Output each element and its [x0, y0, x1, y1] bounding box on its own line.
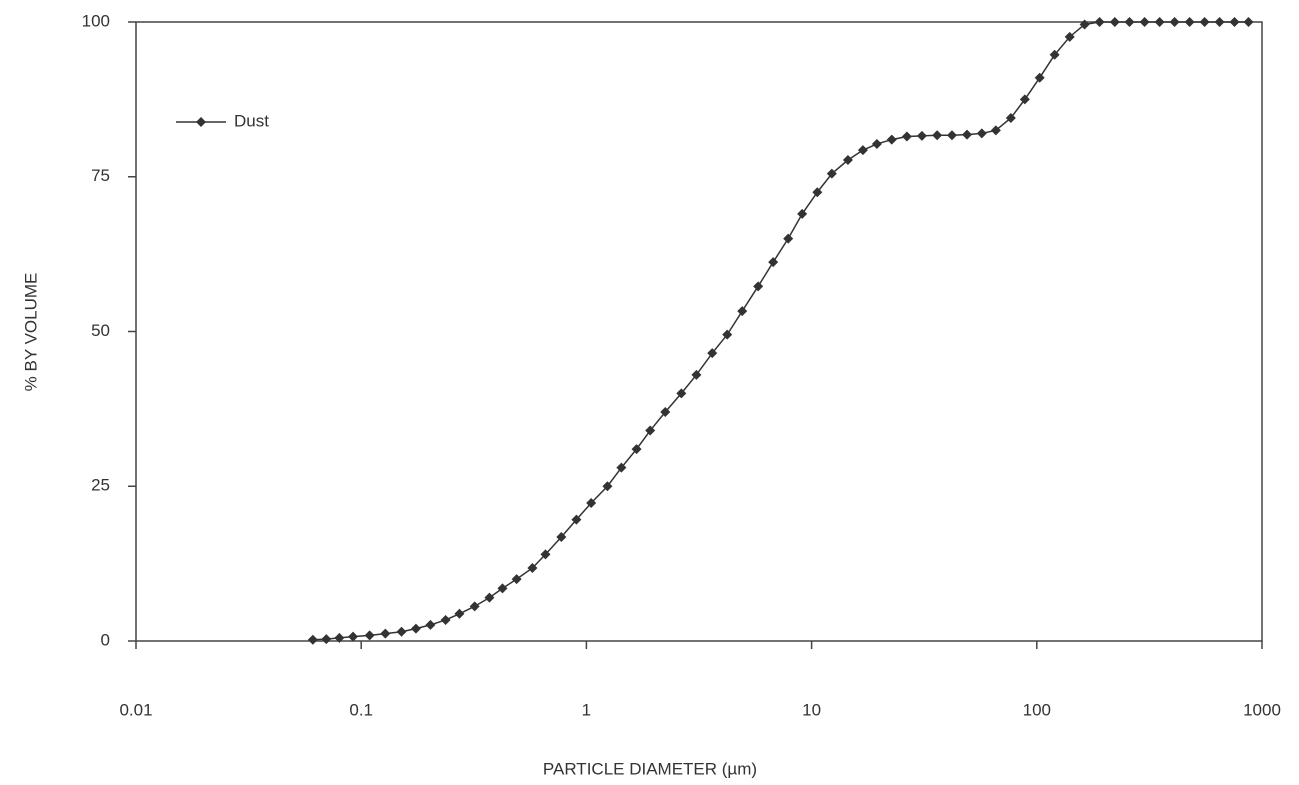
- data-point: [348, 632, 358, 642]
- data-point: [797, 209, 807, 219]
- data-point: [947, 130, 957, 140]
- data-point: [1185, 17, 1195, 27]
- series-line: [313, 22, 1249, 640]
- x-tick-label: 0.01: [119, 700, 152, 719]
- data-point: [441, 615, 451, 625]
- data-point: [872, 139, 882, 149]
- data-point: [858, 145, 868, 155]
- data-point: [1215, 17, 1225, 27]
- chart: PARTICLE DIAMETER (µm) % BY VOLUME 0 25 50…: [0, 0, 1299, 785]
- data-point: [783, 234, 793, 244]
- data-point: [1170, 17, 1180, 27]
- data-point: [1243, 17, 1253, 27]
- data-point: [737, 306, 747, 316]
- data-point: [470, 601, 480, 611]
- data-point: [1230, 17, 1240, 27]
- plot-frame: [136, 22, 1262, 641]
- data-point: [425, 620, 435, 630]
- y-axis-label: % BY VOLUME: [21, 273, 40, 392]
- data-point: [321, 634, 331, 644]
- data-point: [1155, 17, 1165, 27]
- x-axis-label: PARTICLE DIAMETER (µm): [543, 759, 757, 778]
- data-point: [1110, 17, 1120, 27]
- data-point: [1140, 17, 1150, 27]
- x-tick-label: 100: [1023, 700, 1051, 719]
- data-point: [1200, 17, 1210, 27]
- x-tick-label: 1: [582, 700, 591, 719]
- y-tick-label: 100: [82, 11, 110, 30]
- data-point: [512, 574, 522, 584]
- data-point: [380, 629, 390, 639]
- x-tick-label: 10: [802, 700, 821, 719]
- data-point: [977, 128, 987, 138]
- data-point: [397, 627, 407, 637]
- data-point: [365, 630, 375, 640]
- data-point: [753, 281, 763, 291]
- data-point: [484, 593, 494, 603]
- data-point: [1124, 17, 1134, 27]
- data-point: [768, 257, 778, 267]
- data-point: [497, 583, 507, 593]
- x-tick-label: 1000: [1243, 700, 1281, 719]
- data-point: [887, 135, 897, 145]
- data-point: [917, 131, 927, 141]
- data-point: [411, 624, 421, 634]
- data-point: [1035, 73, 1045, 83]
- y-tick-label: 75: [91, 166, 110, 185]
- data-point: [902, 132, 912, 142]
- data-point: [1095, 17, 1105, 27]
- y-tick-label: 50: [91, 321, 110, 340]
- y-tick-label: 0: [101, 630, 110, 649]
- y-tick-label: 25: [91, 476, 110, 495]
- data-point: [454, 609, 464, 619]
- data-point: [962, 130, 972, 140]
- data-point: [308, 635, 318, 645]
- legend-label: Dust: [234, 111, 269, 130]
- data-point: [932, 130, 942, 140]
- x-tick-label: 0.1: [349, 700, 373, 719]
- legend-marker: [196, 117, 206, 127]
- page: PARTICLE DIAMETER (µm) % BY VOLUME 0 25 50…: [0, 0, 1299, 785]
